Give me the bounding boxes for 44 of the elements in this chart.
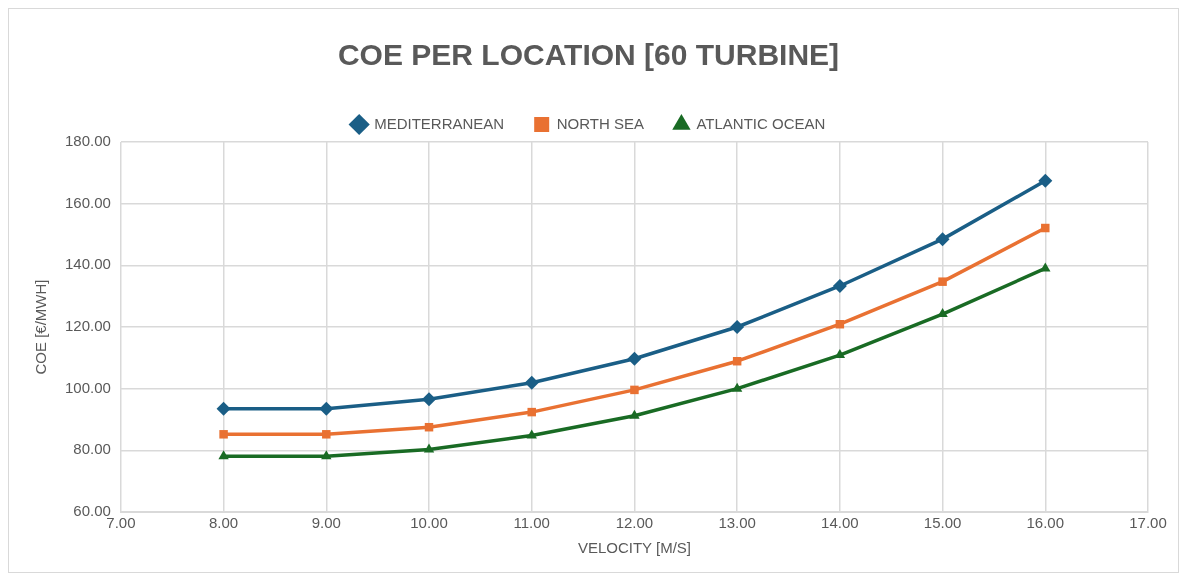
point: [630, 385, 639, 395]
point: [219, 430, 228, 439]
y-tick-label: 140.00: [64, 255, 111, 273]
x-tick-label: 16.00: [1026, 514, 1065, 532]
point: [832, 278, 847, 293]
point: [216, 401, 231, 416]
legend-label: MEDITERRANEAN: [374, 114, 505, 132]
x-tick-label: 13.00: [718, 514, 756, 532]
x-tick-label: 17.00: [1129, 514, 1167, 532]
point: [730, 320, 745, 334]
x-tick-label: 12.00: [615, 514, 654, 532]
point: [1041, 223, 1050, 233]
point: [524, 375, 539, 390]
point: [422, 392, 437, 407]
y-tick-label: 80.00: [73, 440, 111, 458]
y-tick-label: 160.00: [64, 193, 111, 211]
point: [218, 450, 229, 460]
legend-label: ATLANTIC OCEAN: [696, 114, 826, 132]
point: [1038, 173, 1053, 188]
point: [935, 232, 950, 247]
y-tick-label: 120.00: [64, 317, 111, 335]
point: [629, 409, 640, 419]
x-tick-label: 15.00: [923, 514, 962, 532]
point: [627, 351, 642, 366]
point: [526, 429, 537, 439]
y-tick-label: 60.00: [73, 502, 111, 520]
x-tick-label: 10.00: [410, 514, 448, 532]
point: [527, 407, 536, 417]
point: [321, 450, 332, 460]
x-tick-label: 14.00: [821, 514, 859, 532]
point: [319, 401, 334, 416]
point: [731, 382, 743, 392]
y-tick-label: 100.00: [64, 378, 111, 396]
y-axis-title: COE [€/MWH]: [32, 279, 50, 375]
point: [322, 430, 331, 439]
x-axis-title: VELOCITY [M/S]: [577, 539, 691, 557]
x-tick-label: 8.00: [208, 514, 239, 532]
chart-title: COE PER LOCATION [60 TURBINE]: [337, 38, 840, 72]
x-tick-label: 9.00: [311, 514, 341, 532]
point: [938, 277, 947, 286]
legend-label: NORTH SEA: [556, 114, 644, 132]
x-tick-label: 11.00: [513, 514, 550, 532]
point: [423, 443, 435, 453]
y-tick-label: 180.00: [64, 132, 111, 150]
